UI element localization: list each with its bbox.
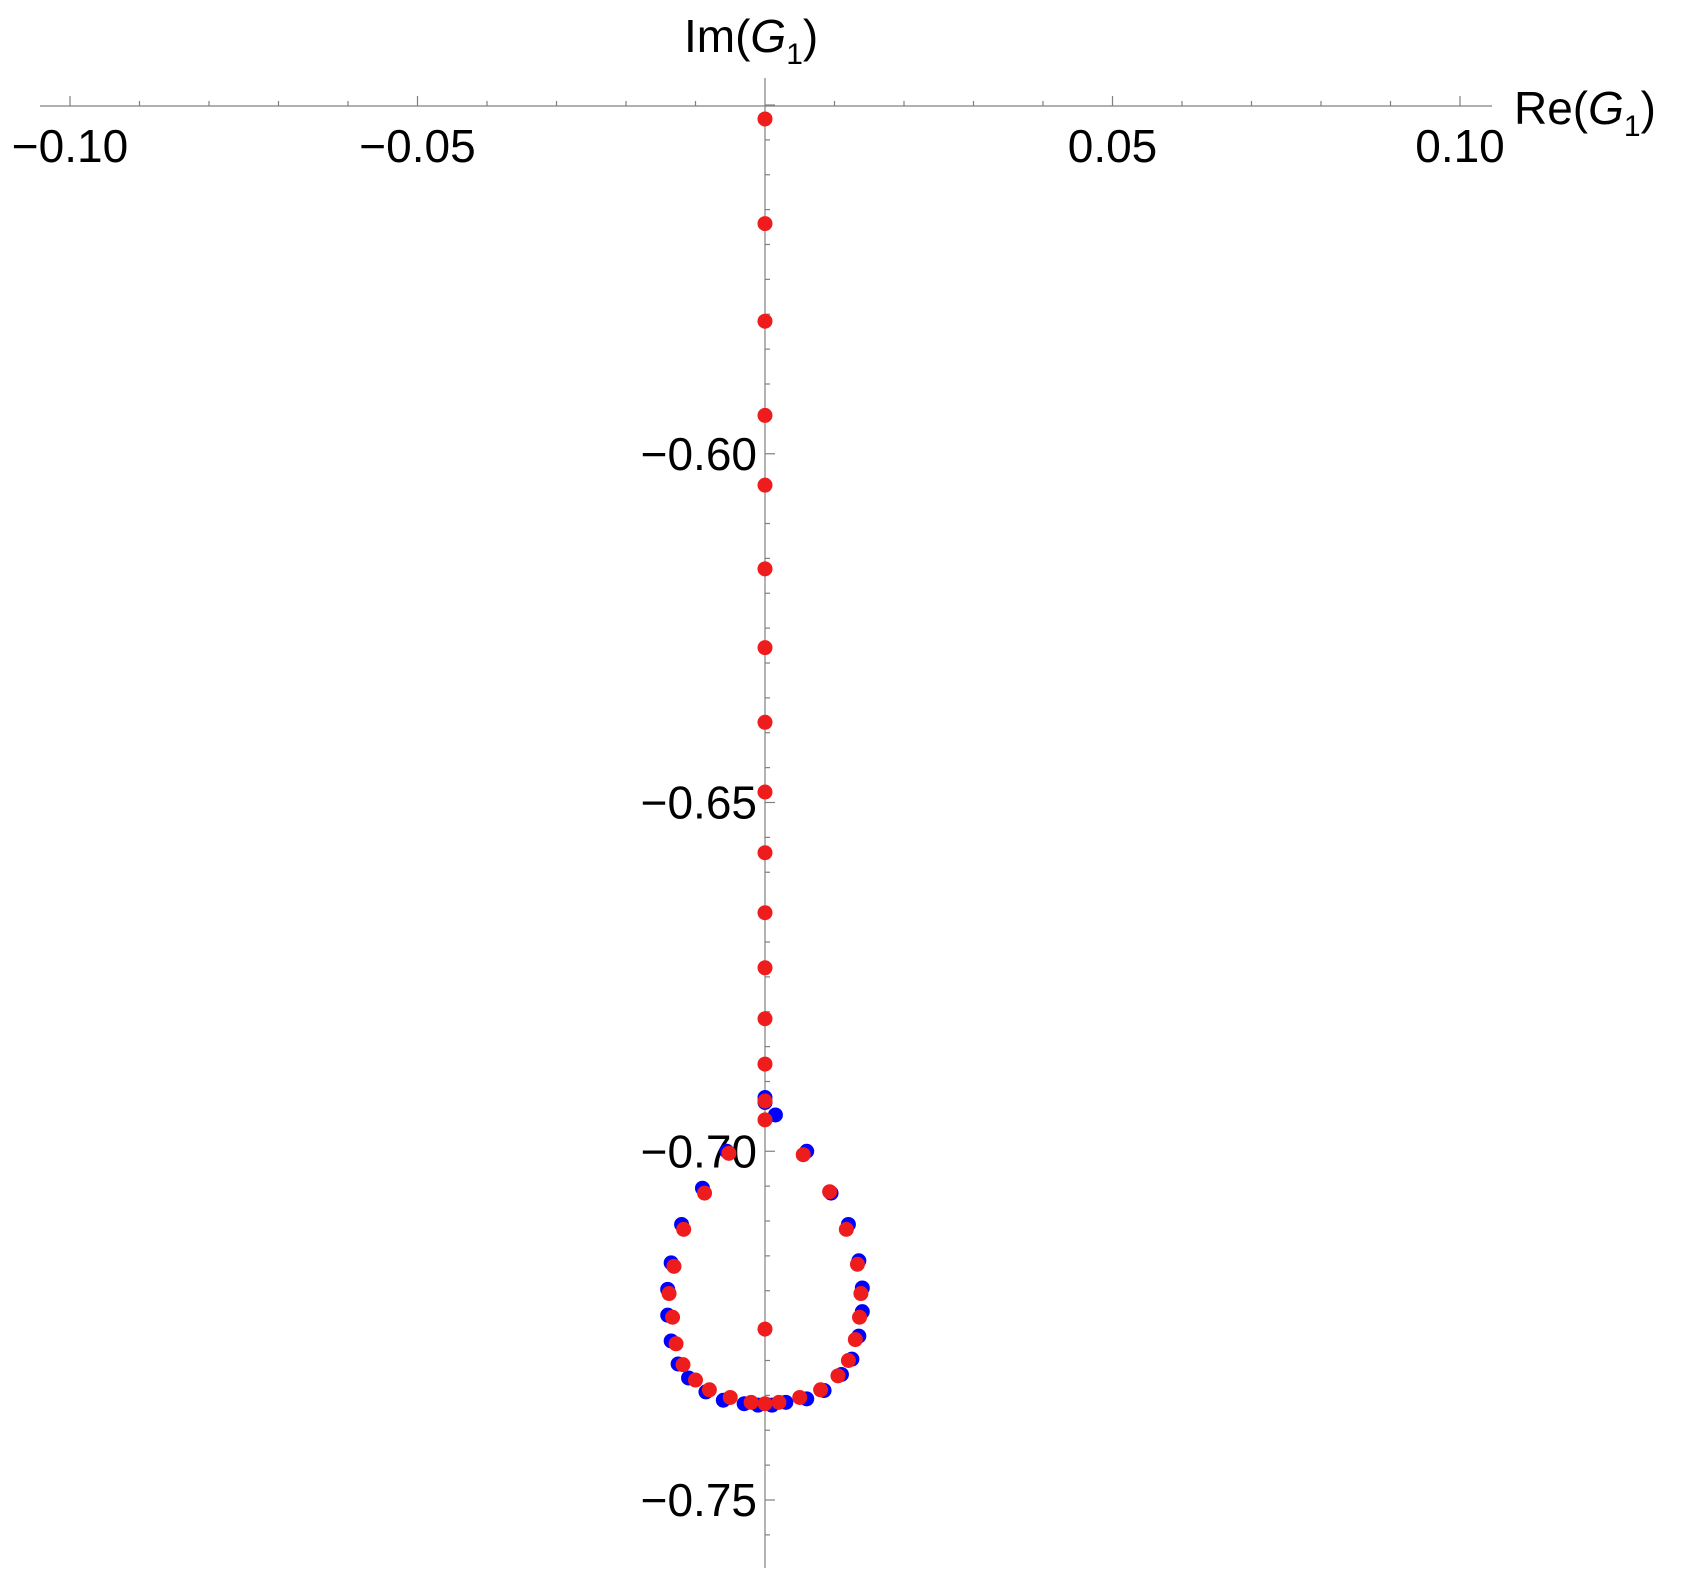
x-tick-label: −0.05 <box>359 120 475 172</box>
y-axis-title: Im(G1) <box>684 10 818 71</box>
series-2 <box>661 111 869 1412</box>
data-point <box>722 1389 738 1405</box>
y-axis-ticks: −0.60 −0.65 −0.70 −0.75 <box>641 428 757 1526</box>
data-point <box>757 784 773 800</box>
data-point <box>757 1321 773 1337</box>
data-point <box>757 714 773 730</box>
data-point <box>757 845 773 861</box>
data-point <box>847 1332 863 1348</box>
data-point <box>757 111 773 127</box>
data-point <box>697 1185 713 1201</box>
axes: −0.10 −0.05 0.05 0.10 −0.60 −0.65 −0.70 −0.75 <box>12 78 1505 1568</box>
data-point <box>661 1286 677 1302</box>
data-point <box>757 313 773 329</box>
y-tick-label: −0.70 <box>641 1125 757 1177</box>
minor-ticks <box>69 96 1461 1536</box>
data-point <box>757 960 773 976</box>
data-point <box>701 1382 717 1398</box>
data-point <box>853 1286 869 1302</box>
data-point <box>757 905 773 921</box>
data-point <box>771 1394 787 1410</box>
y-tick-label: −0.75 <box>641 1474 757 1526</box>
data-point <box>813 1382 829 1398</box>
data-point <box>849 1256 865 1272</box>
data-point <box>757 1112 773 1128</box>
data-point <box>688 1372 703 1388</box>
data-point <box>676 1221 692 1237</box>
data-point <box>840 1353 856 1368</box>
data-point <box>668 1336 684 1352</box>
x-tick-label: 0.05 <box>1068 120 1158 172</box>
data-point <box>757 1011 773 1027</box>
data-point <box>757 1056 773 1072</box>
data-point <box>795 1147 811 1163</box>
data-point <box>757 640 773 656</box>
data-point <box>838 1221 854 1237</box>
data-points <box>660 111 870 1413</box>
data-point <box>743 1394 759 1410</box>
data-point <box>757 561 773 577</box>
data-point <box>757 1396 773 1412</box>
y-tick-label: −0.65 <box>641 777 757 829</box>
data-point <box>757 216 773 232</box>
data-point <box>852 1309 868 1325</box>
x-axis-title: Re(G1) <box>1514 82 1656 143</box>
data-point <box>721 1145 737 1161</box>
data-point <box>666 1258 682 1274</box>
data-point <box>822 1184 838 1200</box>
data-point <box>792 1389 808 1405</box>
data-point <box>757 477 773 493</box>
data-point <box>665 1309 681 1325</box>
data-point <box>830 1368 846 1384</box>
data-point <box>757 1093 773 1109</box>
data-point <box>675 1357 691 1373</box>
y-tick-label: −0.60 <box>641 428 757 480</box>
x-tick-label: 0.10 <box>1415 120 1505 172</box>
x-tick-label: −0.10 <box>12 120 128 172</box>
x-axis-ticks: −0.10 −0.05 0.05 0.10 <box>12 120 1505 172</box>
data-point <box>757 407 773 423</box>
